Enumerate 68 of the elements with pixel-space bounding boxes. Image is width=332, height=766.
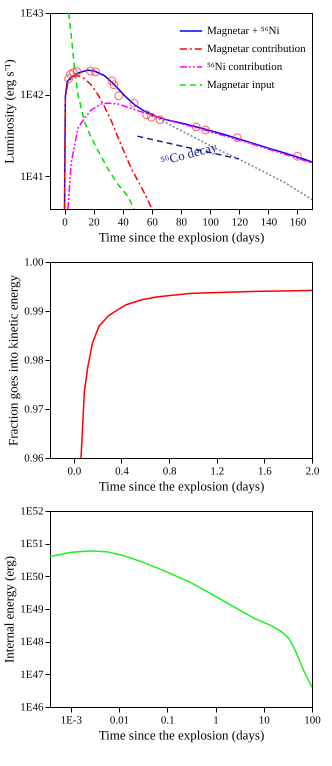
x-tick-label: 20 bbox=[88, 216, 100, 228]
x-tick-label: 0.4 bbox=[115, 466, 130, 478]
point bbox=[192, 122, 201, 132]
x-axis-title: Time since the explosion (days) bbox=[98, 230, 264, 244]
y-tick-label: 1E42 bbox=[20, 89, 44, 102]
y-tick-label: 0.97 bbox=[24, 404, 44, 416]
point bbox=[232, 133, 242, 142]
x-tick-label: 160 bbox=[290, 216, 307, 228]
y-axis-title: Fraction goes into kinetic energy bbox=[5, 274, 20, 446]
x-tick-label: 0 bbox=[62, 216, 68, 228]
point bbox=[86, 66, 95, 76]
legend-label: Magnetar input bbox=[207, 79, 275, 91]
x-tick-label: 1 bbox=[213, 714, 219, 726]
legend-label: Magnetar contribution bbox=[207, 43, 306, 55]
point bbox=[66, 70, 75, 78]
y-tick-label: 0.99 bbox=[24, 306, 44, 318]
y-tick-label: 0.98 bbox=[24, 354, 44, 366]
x-tick-label: 80 bbox=[176, 216, 188, 228]
x-axis-title: Time since the explosion (days) bbox=[98, 728, 264, 742]
x-axis-title: Time since the explosion (days) bbox=[98, 478, 264, 494]
line-series bbox=[68, 13, 135, 209]
y-tick-label: 1E46 bbox=[20, 702, 44, 714]
line-series bbox=[150, 115, 312, 200]
point bbox=[114, 91, 124, 100]
line-series bbox=[67, 102, 312, 209]
y-tick-label: 1E52 bbox=[20, 506, 44, 518]
y-tick-label: 1E43 bbox=[20, 8, 44, 20]
x-tick-label: 2.0 bbox=[306, 466, 320, 478]
y-axis-title: Internal energy (erg) bbox=[1, 556, 16, 664]
x-tick-label: 120 bbox=[231, 216, 248, 228]
x-tick-label: 1E-3 bbox=[60, 714, 83, 726]
x-tick-label: 1.2 bbox=[210, 466, 224, 478]
x-tick-label: 60 bbox=[146, 216, 158, 228]
y-tick-label: 1E41 bbox=[20, 170, 44, 183]
y-tick-label: 1E47 bbox=[20, 668, 44, 681]
x-tick-label: 100 bbox=[304, 714, 322, 726]
point bbox=[293, 152, 302, 161]
y-tick-label: 0.96 bbox=[24, 452, 44, 464]
point bbox=[142, 110, 152, 120]
legend-label: ⁵⁶Ni contribution bbox=[207, 61, 283, 73]
y-axis-title: Luminosity (erg s⁻¹) bbox=[1, 59, 16, 164]
point bbox=[72, 67, 82, 76]
point bbox=[91, 68, 100, 76]
x-tick-label: 0.1 bbox=[160, 714, 175, 726]
point bbox=[108, 76, 116, 86]
x-tick-label: 100 bbox=[202, 216, 220, 228]
point bbox=[130, 98, 138, 108]
x-tick-label: 0.0 bbox=[67, 466, 82, 478]
point bbox=[201, 126, 210, 134]
legend-label: Magnetar + ⁵⁶Ni bbox=[207, 25, 280, 37]
line-series bbox=[64, 74, 153, 209]
x-tick-label: 10 bbox=[258, 714, 270, 726]
y-tick-label: 1E48 bbox=[20, 636, 44, 648]
line-series bbox=[80, 290, 312, 458]
point bbox=[64, 74, 74, 84]
point bbox=[69, 68, 78, 77]
y-tick-label: 1E49 bbox=[20, 604, 44, 616]
point bbox=[156, 115, 164, 124]
y-tick-label: 1.00 bbox=[24, 256, 44, 268]
y-tick-label: 1E50 bbox=[20, 570, 44, 583]
point bbox=[109, 80, 118, 90]
x-tick-label: 140 bbox=[260, 216, 278, 228]
x-tick-label: 40 bbox=[118, 216, 130, 228]
x-tick-label: 0.8 bbox=[162, 466, 177, 478]
x-tick-label: 1.6 bbox=[258, 466, 272, 478]
y-tick-label: 1E51 bbox=[20, 538, 44, 550]
point bbox=[146, 112, 156, 122]
x-tick-label: 0.01 bbox=[110, 714, 130, 726]
